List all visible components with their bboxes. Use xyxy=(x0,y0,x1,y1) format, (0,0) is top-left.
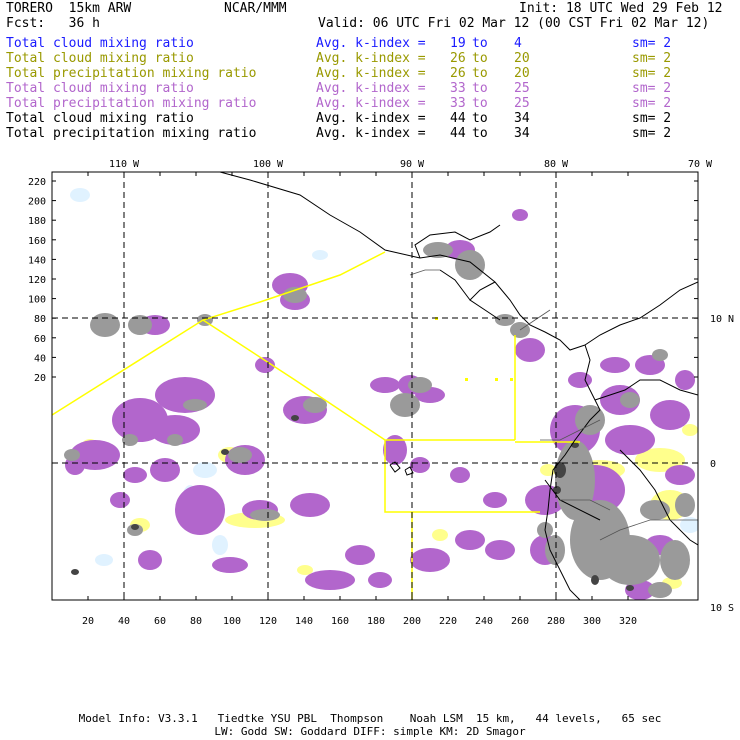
x-tick-label: 260 xyxy=(511,616,529,627)
legend-field: Total precipitation mixing ratio xyxy=(6,126,257,141)
y-tick-label: 20 xyxy=(34,373,46,384)
x-tick-label: 100 xyxy=(223,616,241,627)
map-frame xyxy=(51,171,699,601)
legend-to: to xyxy=(472,126,488,141)
legend-kindex-to: 25 xyxy=(514,96,530,111)
longitude-label: 100 W xyxy=(253,159,284,170)
legend-kindex-from: 19 xyxy=(450,36,466,51)
legend-kindex: Avg. k-index = xyxy=(316,51,426,66)
y-tick-label: 140 xyxy=(28,255,46,266)
x-tick-label: 220 xyxy=(439,616,457,627)
x-tick-label: 80 xyxy=(190,616,202,627)
legend-kindex-from: 44 xyxy=(450,111,466,126)
nest-domain-lines xyxy=(52,251,580,600)
legend-sm: sm= 2 xyxy=(632,66,672,81)
model-info-line2: LW: Godd SW: Goddard DIFF: simple KM: 2D… xyxy=(214,725,526,738)
legend-to: to xyxy=(472,81,488,96)
legend-kindex-to: 20 xyxy=(514,51,530,66)
legend-kindex: Avg. k-index = xyxy=(316,126,426,141)
longitude-label: 70 W xyxy=(688,159,713,170)
coastlines xyxy=(219,172,698,600)
longitude-labels: 110 W 100 W 90 W 80 W 70 W xyxy=(109,159,713,170)
legend-sm: sm= 2 xyxy=(632,81,672,96)
legend-kindex-from: 26 xyxy=(450,66,466,81)
latitude-label: 0 xyxy=(710,459,716,470)
y-tick-label: 200 xyxy=(28,197,46,208)
legend-kindex-from: 26 xyxy=(450,51,466,66)
legend-to: to xyxy=(472,36,488,51)
legend-kindex: Avg. k-index = xyxy=(316,81,426,96)
weather-map: 220 200 180 160 140 120 100 80 60 40 20 20 40 60 80 10… xyxy=(28,159,734,627)
model-title: TORERO 15km ARW xyxy=(6,1,132,16)
station-marks xyxy=(435,317,513,381)
longitude-label: 80 W xyxy=(544,159,569,170)
legend-to: to xyxy=(472,96,488,111)
y-tick-label: 100 xyxy=(28,295,46,306)
y-tick-label: 40 xyxy=(34,353,46,364)
x-tick-label: 120 xyxy=(259,616,277,627)
x-axis-ticks: 20 40 60 80 100 120 140 160 180 200 220 240 260 280 30… xyxy=(82,172,637,627)
y-axis-ticks: 220 200 180 160 140 120 100 80 60 40 20 xyxy=(28,177,698,384)
legend-field: Total cloud mixing ratio xyxy=(6,51,194,66)
longitude-label: 110 W xyxy=(109,159,140,170)
legend-field: Total precipitation mixing ratio xyxy=(6,96,257,111)
legend-field: Total cloud mixing ratio xyxy=(6,81,194,96)
legend-kindex: Avg. k-index = xyxy=(316,66,426,81)
model-info-line1: Model Info: V3.3.1 Tiedtke YSU PBL Thomp… xyxy=(78,712,662,725)
legend-to: to xyxy=(472,66,488,81)
legend-kindex: Avg. k-index = xyxy=(316,36,426,51)
x-tick-label: 300 xyxy=(583,616,601,627)
legend-sm: sm= 2 xyxy=(632,126,672,141)
borders xyxy=(409,269,698,541)
legend-sm: sm= 2 xyxy=(632,36,672,51)
forecast-hour: Fcst: 36 h xyxy=(6,16,100,31)
legend-kindex-from: 33 xyxy=(450,81,466,96)
legend-kindex-to: 4 xyxy=(514,36,522,51)
y-tick-label: 80 xyxy=(34,314,46,325)
latitude-label: 10 S xyxy=(710,603,734,614)
x-tick-label: 280 xyxy=(547,616,565,627)
x-tick-label: 60 xyxy=(154,616,166,627)
legend-field: Total precipitation mixing ratio xyxy=(6,66,257,81)
x-tick-label: 240 xyxy=(475,616,493,627)
x-tick-label: 140 xyxy=(295,616,313,627)
legend-kindex-from: 33 xyxy=(450,96,466,111)
legend-kindex-to: 25 xyxy=(514,81,530,96)
longitude-label: 90 W xyxy=(400,159,425,170)
x-tick-label: 160 xyxy=(331,616,349,627)
y-tick-label: 160 xyxy=(28,236,46,247)
center-label: NCAR/MMM xyxy=(224,1,287,16)
x-tick-label: 200 xyxy=(403,616,421,627)
x-tick-label: 20 xyxy=(82,616,94,627)
legend-kindex-to: 34 xyxy=(514,126,530,141)
lat-lon-grid xyxy=(52,172,698,600)
legend-kindex: Avg. k-index = xyxy=(316,111,426,126)
legend-kindex-to: 34 xyxy=(514,111,530,126)
y-tick-label: 180 xyxy=(28,216,46,227)
legend-kindex-from: 44 xyxy=(450,126,466,141)
legend-sm: sm= 2 xyxy=(632,96,672,111)
y-tick-label: 120 xyxy=(28,275,46,286)
legend-sm: sm= 2 xyxy=(632,111,672,126)
legend-sm: sm= 2 xyxy=(632,51,672,66)
cloud-dark-cores xyxy=(71,415,634,591)
x-tick-label: 40 xyxy=(118,616,130,627)
x-tick-label: 180 xyxy=(367,616,385,627)
legend-to: to xyxy=(472,51,488,66)
y-tick-label: 220 xyxy=(28,177,46,188)
legend-kindex-to: 20 xyxy=(514,66,530,81)
x-tick-label: 320 xyxy=(619,616,637,627)
legend-field: Total cloud mixing ratio xyxy=(6,36,194,51)
latitude-label: 10 N xyxy=(710,314,734,325)
valid-time: Valid: 06 UTC Fri 02 Mar 12 (00 CST Fri … xyxy=(318,16,710,31)
legend-to: to xyxy=(472,111,488,126)
y-tick-label: 60 xyxy=(34,334,46,345)
legend-kindex: Avg. k-index = xyxy=(316,96,426,111)
init-time: Init: 18 UTC Wed 29 Feb 12 xyxy=(519,1,723,16)
legend-field: Total cloud mixing ratio xyxy=(6,111,194,126)
latitude-labels: 10 N 0 10 S xyxy=(710,314,734,614)
